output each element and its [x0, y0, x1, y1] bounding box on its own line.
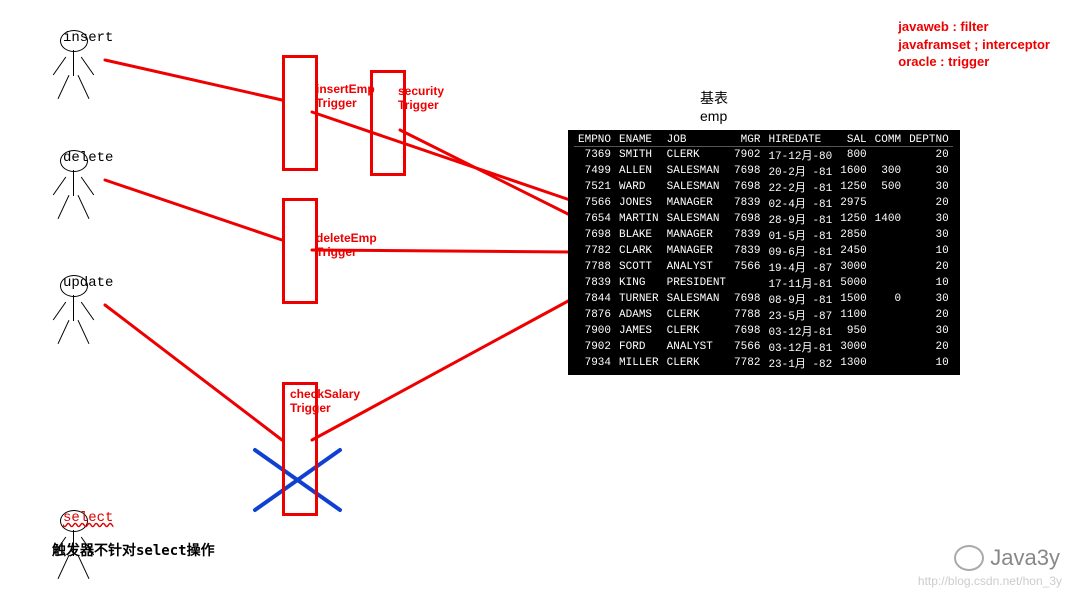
figure-label-update: update: [63, 275, 113, 291]
figure-label-delete: delete: [63, 150, 113, 166]
watermark-url: http://blog.csdn.net/hon_3y: [918, 574, 1062, 588]
trigger-label-insertEmp: insertEmpTrigger: [316, 83, 375, 111]
wechat-brand: Java3y: [954, 545, 1060, 571]
select-note: 触发器不针对select操作: [52, 540, 215, 560]
wechat-icon: [954, 545, 984, 571]
tech-notes: javaweb : filter javaframset ; intercept…: [898, 18, 1050, 71]
emp-table: EMPNOENAMEJOBMGRHIREDATESALCOMMDEPTNO736…: [568, 130, 960, 375]
figure-label-insert: insert: [63, 30, 113, 46]
trigger-label-checkSalary: checkSalaryTrigger: [290, 388, 360, 416]
figure-label-select: select: [63, 510, 113, 526]
table-title: 基表 emp: [700, 90, 728, 125]
trigger-label-deleteEmp: deleteEmpTrigger: [316, 232, 377, 260]
trigger-box-deleteEmp: [282, 198, 318, 304]
trigger-box-insertEmp: [282, 55, 318, 171]
trigger-label-security: securityTrigger: [398, 85, 444, 113]
